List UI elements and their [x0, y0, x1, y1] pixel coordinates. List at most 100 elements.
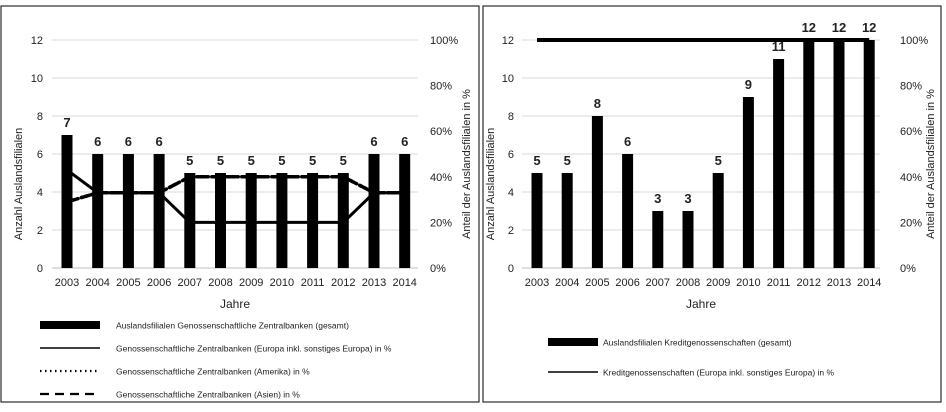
series-line: [66, 175, 405, 204]
bar-data-label: 6: [125, 134, 132, 149]
y2-axis-title: Anteil der Auslandsfilialen in %: [925, 89, 937, 239]
bar-data-label: 7: [63, 115, 70, 130]
panel-frame: [0, 5, 480, 403]
x-tick-label: 2014: [857, 277, 881, 289]
y-tick-label: 4: [37, 187, 43, 199]
bar: [531, 173, 543, 268]
y-tick-label: 6: [37, 149, 43, 161]
y2-tick-label: 80%: [900, 81, 922, 93]
y-tick-label: 4: [508, 187, 514, 199]
bar: [561, 173, 573, 268]
y2-tick-label: 0%: [430, 263, 446, 275]
bar-data-label: 6: [370, 134, 377, 149]
bar-data-label: 3: [684, 191, 691, 206]
y2-tick-label: 80%: [430, 81, 452, 93]
bar-data-label: 6: [624, 134, 631, 149]
bar-data-label: 5: [309, 153, 316, 168]
legend-label: Auslandsfilialen Genossenschaftliche Zen…: [116, 321, 349, 331]
bar-data-label: 6: [401, 134, 408, 149]
bar: [863, 40, 875, 268]
x-tick-label: 2010: [736, 277, 760, 289]
bar-data-label: 12: [862, 20, 876, 35]
bar-data-label: 6: [155, 134, 162, 149]
x-tick-label: 2008: [208, 277, 232, 289]
bar-data-label: 5: [715, 153, 722, 168]
x-tick-label: 2012: [797, 277, 821, 289]
bar-data-label: 5: [278, 153, 285, 168]
x-tick-label: 2008: [676, 277, 700, 289]
panel-frame: [482, 5, 942, 403]
y-tick-label: 8: [37, 111, 43, 123]
chart-panel-right: 0 2 4 6 8 10 12 0% 20% 40% 60% 80% 100% 2003 2004 2005 2…: [482, 5, 942, 403]
legend-label: Auslandsfilialen Kreditgenossenschaften …: [603, 338, 792, 348]
x-tick-label: 2013: [362, 277, 386, 289]
bar: [215, 173, 226, 268]
bar-data-label: 12: [802, 20, 816, 35]
y2-tick-label: 20%: [900, 217, 922, 229]
x-tick-label: 2009: [706, 277, 730, 289]
y-tick-label: 2: [37, 225, 43, 237]
bar-data-label: 3: [654, 191, 661, 206]
y2-tick-label: 0%: [900, 263, 916, 275]
y-axis-title: Anzahl Auslandsfilialen: [13, 128, 25, 241]
bar-data-label: 5: [217, 153, 224, 168]
x-tick-label: 2006: [147, 277, 171, 289]
bar: [368, 154, 380, 268]
y2-axis-title: Anteil der Auslandsfilialen in %: [461, 89, 473, 239]
bar: [92, 154, 104, 268]
x-tick-label: 2006: [615, 277, 639, 289]
x-tick-label: 2005: [116, 277, 140, 289]
x-tick-label: 2012: [331, 277, 355, 289]
bar-data-label: 5: [248, 153, 255, 168]
bar: [712, 173, 724, 268]
bar-data-label: 5: [340, 153, 347, 168]
bar-data-label: 11: [772, 39, 786, 54]
bar-data-label: 5: [564, 153, 571, 168]
x-tick-label: 2004: [85, 277, 109, 289]
x-tick-label: 2013: [827, 277, 851, 289]
y-tick-label: 8: [508, 111, 514, 123]
bar: [682, 211, 694, 268]
x-tick-label: 2004: [555, 277, 579, 289]
bar-data-label: 5: [186, 153, 193, 168]
x-tick-label: 2010: [270, 277, 294, 289]
y2-tick-label: 100%: [430, 35, 458, 47]
x-tick-label: 2009: [239, 277, 263, 289]
legend-label: Genossenschaftliche Zentralbanken (Asien…: [116, 390, 300, 400]
bar: [153, 154, 165, 268]
y-tick-label: 6: [508, 149, 514, 161]
y2-tick-label: 60%: [900, 126, 922, 138]
x-tick-label: 2003: [55, 277, 79, 289]
legend-label: Genossenschaftliche Zentralbanken (Europ…: [116, 344, 392, 354]
bar: [742, 97, 754, 268]
y-axis-title: Anzahl Auslandsfilialen: [485, 128, 497, 241]
x-tick-label: 2011: [767, 277, 791, 289]
y2-tick-label: 100%: [900, 35, 928, 47]
x-tick-label: 2014: [392, 277, 416, 289]
x-tick-label: 2005: [585, 277, 609, 289]
bar-data-label: 12: [832, 20, 846, 35]
y-tick-label: 2: [508, 225, 514, 237]
y-tick-label: 0: [508, 263, 514, 275]
bar-data-label: 9: [745, 77, 752, 92]
y-tick-label: 0: [37, 263, 43, 275]
bar: [245, 173, 257, 268]
x-tick-label: 2011: [301, 277, 325, 289]
y-tick-label: 10: [502, 73, 514, 85]
y-tick-label: 12: [502, 35, 514, 47]
bar: [399, 154, 411, 268]
y-tick-label: 12: [31, 35, 43, 47]
x-axis-title: Jahre: [686, 297, 716, 311]
x-tick-label: 2007: [646, 277, 670, 289]
bar: [803, 40, 815, 268]
legend-label: Genossenschaftliche Zentralbanken (Ameri…: [116, 367, 310, 377]
x-axis-title: Jahre: [220, 297, 250, 311]
y2-tick-label: 40%: [900, 172, 922, 184]
bar: [276, 173, 288, 268]
legend-swatch-bar: [548, 338, 598, 346]
bar: [622, 154, 634, 268]
bar: [591, 116, 603, 268]
bar: [307, 173, 319, 268]
